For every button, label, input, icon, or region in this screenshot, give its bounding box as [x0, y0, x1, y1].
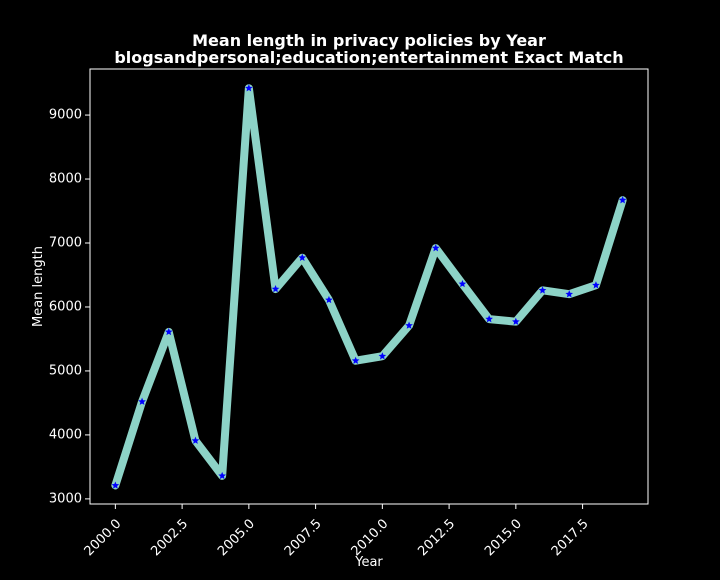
data-point-marker	[298, 253, 307, 261]
data-point-marker	[218, 471, 226, 480]
y-tick-label: 4000	[49, 427, 82, 442]
data-point-marker	[245, 84, 253, 92]
data-point-marker	[405, 321, 413, 329]
plot-area-frame	[89, 68, 649, 505]
y-axis: 3000 4000 5000 6000 7000 8000 9000	[49, 108, 90, 506]
x-tick-label: 2005.0	[215, 516, 258, 559]
data-point-marker	[618, 196, 627, 204]
data-point-marker	[458, 279, 467, 288]
x-tick-label: 2000.0	[82, 516, 125, 559]
x-tick-label: 2017.5	[549, 516, 592, 559]
data-point-marker	[512, 317, 520, 325]
data-point-marker	[592, 281, 600, 289]
data-point-marker	[164, 327, 173, 336]
data-point-marker	[565, 290, 574, 298]
series-line	[111, 84, 627, 490]
y-tick-label: 3000	[49, 491, 82, 506]
data-point-marker	[325, 295, 333, 304]
x-tick-label: 2012.5	[415, 516, 458, 559]
data-point-marker	[111, 481, 120, 489]
data-point-marker	[378, 352, 387, 360]
y-tick-label: 9000	[49, 108, 82, 123]
x-tick-label: 2002.5	[148, 516, 191, 559]
y-axis-label: Mean length	[31, 246, 46, 327]
x-axis: 2000.0 2002.5 2005.0 2007.5 2010.0 2012.5 2015…	[82, 504, 592, 559]
data-point-marker	[485, 315, 493, 323]
y-tick-label: 5000	[49, 363, 82, 378]
y-tick-label: 8000	[49, 172, 82, 187]
x-tick-label: 2007.5	[282, 516, 325, 559]
x-axis-label: Year	[354, 555, 383, 570]
data-point-marker	[138, 397, 146, 405]
chart-title-line2: blogsandpersonal;education;entertainment…	[114, 48, 623, 67]
data-point-marker	[191, 436, 200, 444]
y-tick-label: 6000	[49, 299, 82, 314]
series-layer	[111, 84, 627, 490]
data-point-marker	[431, 244, 440, 252]
x-tick-label: 2010.0	[349, 516, 392, 559]
data-point-marker	[271, 285, 280, 293]
data-point-marker	[538, 286, 547, 294]
y-tick-label: 7000	[49, 236, 82, 251]
x-tick-label: 2015.0	[482, 516, 525, 559]
data-point-marker	[351, 356, 360, 364]
chart-title-line1: Mean length in privacy policies by Year	[192, 31, 546, 50]
